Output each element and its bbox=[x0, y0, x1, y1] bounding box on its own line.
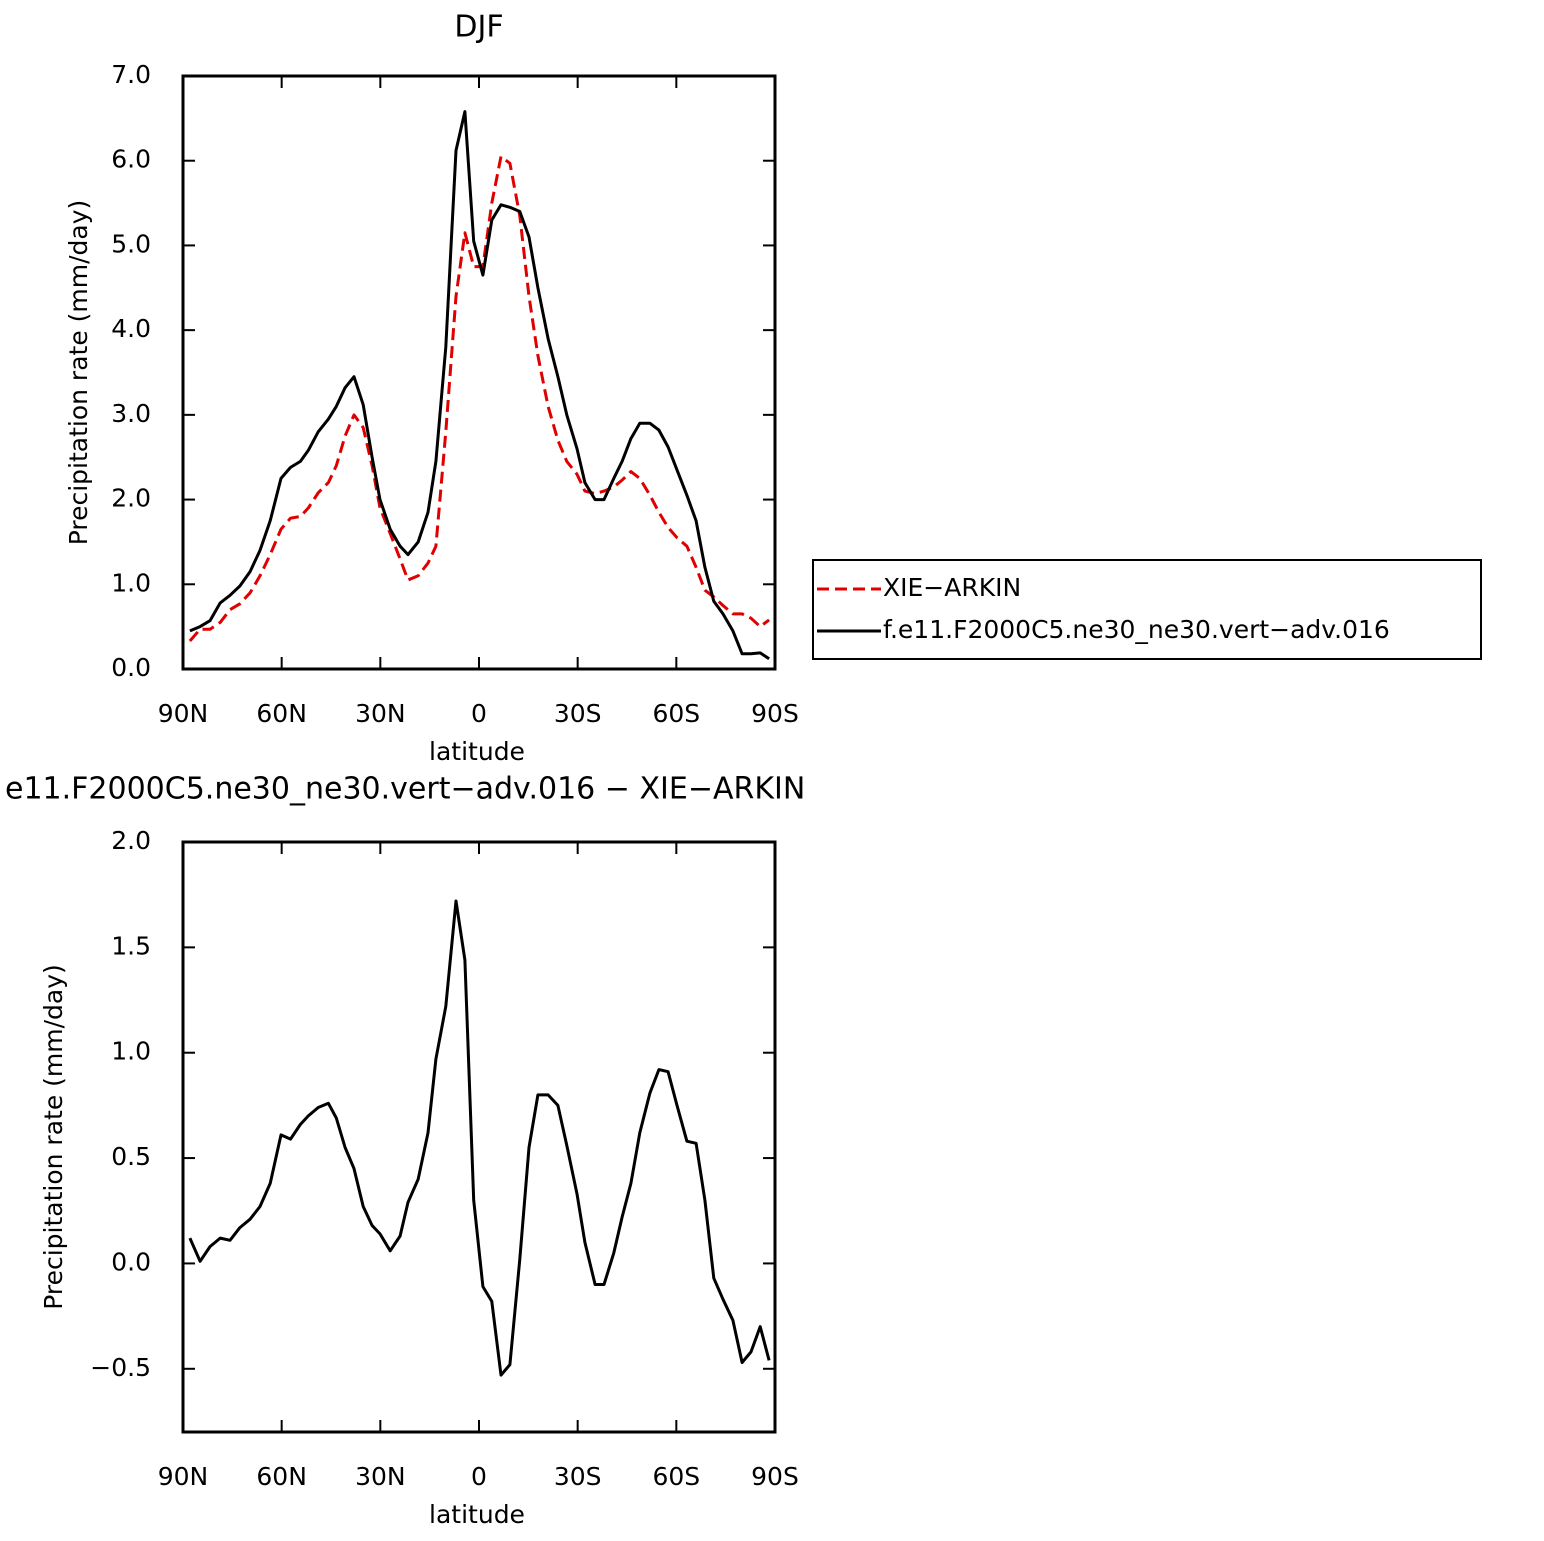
data-line bbox=[189, 110, 770, 661]
legend-label: XIE−ARKIN bbox=[883, 573, 1021, 602]
y-tick-label: 1.0 bbox=[111, 1037, 151, 1066]
y-axis-label: Precipitation rate (mm/day) bbox=[39, 964, 68, 1310]
x-tick-label: 30N bbox=[355, 1462, 406, 1491]
chart-title: DJF bbox=[454, 10, 503, 45]
y-tick-label: 6.0 bbox=[111, 145, 151, 174]
y-tick-label: 0.0 bbox=[111, 653, 151, 682]
y-tick-label: 2.0 bbox=[111, 826, 151, 855]
plot-frame bbox=[181, 74, 777, 671]
x-axis-label: latitude bbox=[429, 737, 525, 766]
y-tick-label: 3.0 bbox=[111, 399, 151, 428]
x-tick-label: 0 bbox=[471, 1462, 487, 1491]
x-tick-label: 60S bbox=[652, 699, 700, 728]
x-tick-label: 60N bbox=[256, 699, 307, 728]
y-tick-label: −0.5 bbox=[90, 1353, 151, 1382]
legend-label: f.e11.F2000C5.ne30_ne30.vert−adv.016 bbox=[883, 615, 1390, 644]
x-tick-label: 90S bbox=[751, 699, 799, 728]
data-line bbox=[188, 155, 771, 642]
legend-box bbox=[812, 559, 1482, 660]
data-line bbox=[188, 899, 771, 1377]
y-tick-label: 1.5 bbox=[111, 931, 151, 960]
y-axis-label: Precipitation rate (mm/day) bbox=[64, 200, 93, 546]
x-tick-label: 90S bbox=[751, 1462, 799, 1491]
x-tick-label: 60S bbox=[652, 1462, 700, 1491]
x-tick-label: 90N bbox=[158, 1462, 209, 1491]
chart-title: e11.F2000C5.ne30_ne30.vert−adv.016 − XIE… bbox=[5, 772, 805, 807]
y-tick-label: 7.0 bbox=[111, 60, 151, 89]
y-tick-label: 4.0 bbox=[111, 314, 151, 343]
y-tick-label: 0.5 bbox=[111, 1142, 151, 1171]
x-tick-label: 0 bbox=[471, 699, 487, 728]
x-tick-label: 60N bbox=[256, 1462, 307, 1491]
x-tick-label: 30S bbox=[554, 699, 602, 728]
y-tick-label: 2.0 bbox=[111, 484, 151, 513]
y-tick-label: 1.0 bbox=[111, 568, 151, 597]
y-tick-label: 5.0 bbox=[111, 229, 151, 258]
x-tick-label: 90N bbox=[158, 699, 209, 728]
x-tick-label: 30N bbox=[355, 699, 406, 728]
x-tick-label: 30S bbox=[554, 1462, 602, 1491]
y-tick-label: 0.0 bbox=[111, 1247, 151, 1276]
x-axis-label: latitude bbox=[429, 1500, 525, 1529]
